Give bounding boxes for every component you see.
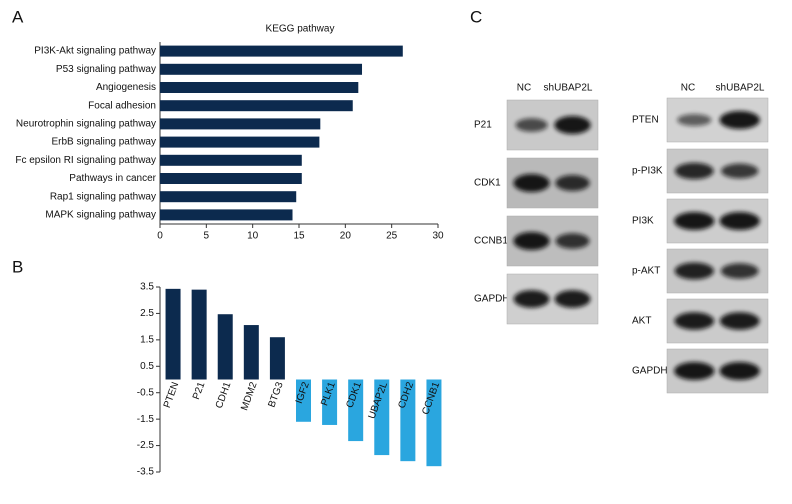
bar	[269, 337, 285, 380]
bar	[160, 154, 302, 166]
bar	[217, 314, 233, 380]
blot-row-label: p-AKT	[632, 266, 660, 277]
y-tick-label: -1.5	[137, 414, 155, 425]
chart-title: KEGG pathway	[266, 24, 335, 35]
blot-row-label: AKT	[632, 316, 651, 327]
y-tick-label: Fc epsilon RI signaling pathway	[15, 155, 156, 166]
panel-label: B	[12, 257, 23, 276]
blot-row-label: CCNB1	[474, 236, 508, 247]
bar	[191, 289, 207, 380]
blot-band	[555, 233, 590, 249]
x-tick-label: 5	[204, 231, 210, 242]
y-tick-label: -2.5	[137, 440, 155, 451]
bar	[322, 379, 338, 425]
bar	[160, 173, 302, 184]
blot-band	[677, 114, 712, 126]
bar	[160, 63, 363, 75]
blot-band	[674, 262, 714, 280]
bar	[400, 379, 416, 462]
bar	[243, 325, 259, 380]
blot-row-label: p-PI3K	[632, 166, 663, 177]
bar	[165, 288, 181, 380]
y-tick-label: Focal adhesion	[88, 100, 156, 111]
y-tick-label: Rap1 signaling pathway	[50, 191, 156, 202]
x-tick-label: 0	[157, 231, 163, 242]
y-tick-label: 2.5	[140, 308, 154, 319]
bar	[296, 379, 311, 422]
blot-band	[674, 312, 715, 330]
y-tick-label: 3.5	[140, 282, 154, 293]
blot-column-label: NC	[517, 83, 531, 94]
blot-row-label: GAPDH	[632, 366, 668, 377]
blot-band	[513, 290, 550, 308]
y-tick-label: 1.5	[140, 334, 154, 345]
x-tick-label: 30	[432, 231, 444, 242]
bar	[374, 379, 390, 456]
bar	[160, 45, 403, 57]
y-tick-label: -0.5	[137, 387, 155, 398]
y-tick-label: -3.5	[137, 467, 155, 478]
blot-band	[719, 212, 760, 230]
x-tick-label: 10	[247, 231, 259, 242]
blot-band	[555, 175, 590, 191]
x-tick-label: 20	[340, 231, 352, 242]
blot-band	[515, 118, 548, 132]
x-tick-label: 25	[386, 231, 398, 242]
y-tick-label: PI3K-Akt signaling pathway	[34, 46, 156, 57]
y-tick-label: Pathways in cancer	[69, 173, 156, 184]
blot-band	[719, 312, 760, 330]
y-tick-label: Neurotrophin signaling pathway	[16, 119, 156, 130]
blot-row-label: PTEN	[632, 115, 659, 126]
bar	[160, 82, 359, 93]
y-tick-label: Angiogenesis	[96, 82, 156, 93]
blot-band	[513, 174, 550, 192]
panel-label: A	[12, 7, 24, 26]
blot-row-label: GAPDH	[474, 294, 510, 305]
y-tick-label: MAPK signaling pathway	[45, 210, 156, 221]
blot-band	[674, 362, 715, 380]
bar	[348, 379, 364, 442]
blot-column-label: shUBAP2L	[544, 83, 593, 94]
y-tick-label: ErbB signaling pathway	[51, 137, 156, 148]
blot-column-label: NC	[681, 83, 695, 94]
bar	[426, 379, 442, 467]
blot-row-label: CDK1	[474, 178, 501, 189]
blot-band	[720, 263, 759, 279]
blot-band	[719, 362, 760, 380]
blot-band	[674, 162, 714, 180]
blot-row-label: P21	[474, 120, 492, 131]
bar	[160, 136, 320, 148]
bar	[160, 100, 353, 112]
blot-band	[719, 111, 760, 129]
blot-band	[513, 232, 550, 250]
y-tick-label: 0.5	[140, 361, 154, 372]
bar	[160, 209, 293, 221]
blot-band	[674, 212, 715, 230]
blot-band	[554, 290, 591, 308]
blot-band	[721, 163, 759, 179]
panel-label: C	[470, 7, 482, 26]
blot-row-label: PI3K	[632, 216, 654, 227]
blot-column-label: shUBAP2L	[716, 83, 765, 94]
x-tick-label: 15	[293, 231, 305, 242]
bar	[160, 118, 321, 130]
blot-band	[554, 116, 591, 134]
y-tick-label: P53 signaling pathway	[56, 64, 156, 75]
bar	[160, 191, 297, 203]
